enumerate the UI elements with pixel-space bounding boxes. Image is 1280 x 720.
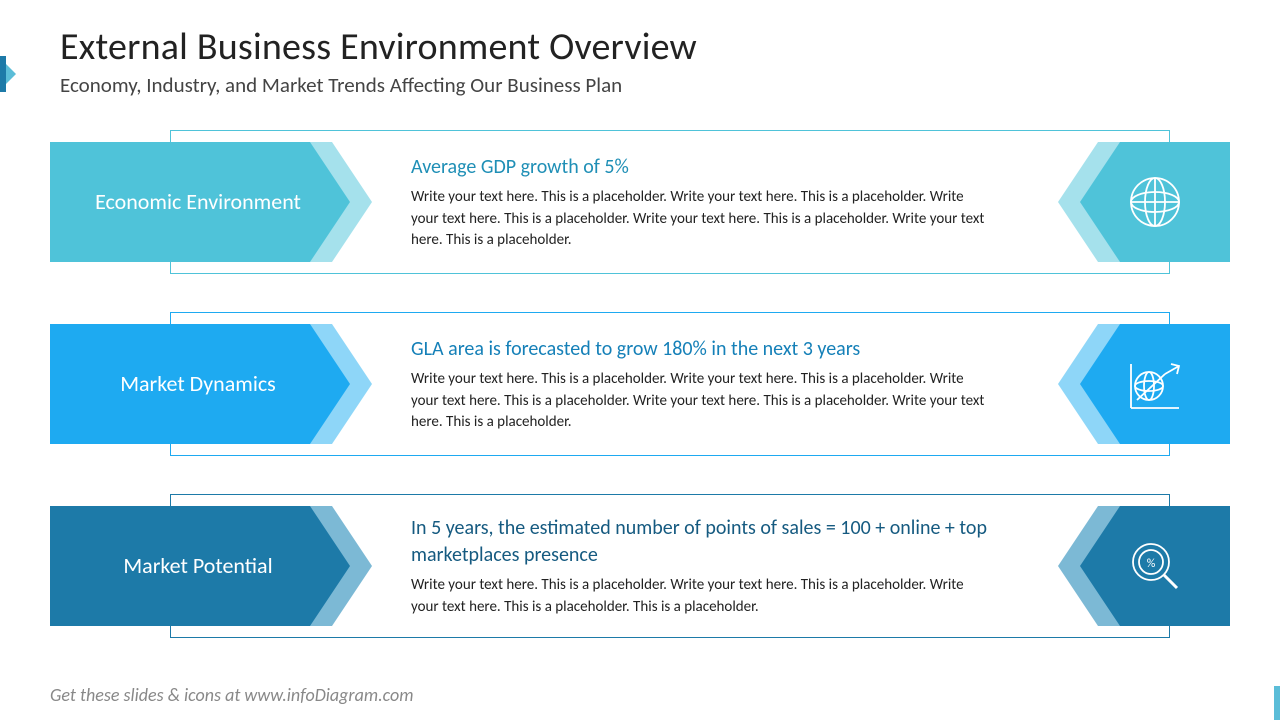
row-label: Market Potential: [88, 552, 308, 580]
row-economic: Average GDP growth of 5% Write your text…: [50, 122, 1230, 282]
row-headline: GLA area is forecasted to grow 180% in t…: [411, 336, 989, 363]
accent-bar-bottom-right: [1274, 686, 1280, 720]
row-market-dynamics: GLA area is forecasted to grow 180% in t…: [50, 304, 1230, 464]
label-banner: Market Potential: [50, 506, 350, 626]
icon-banner: [1080, 324, 1230, 444]
svg-text:%: %: [1147, 557, 1156, 571]
magnify-icon: %: [1123, 534, 1187, 598]
label-banner: Market Dynamics: [50, 324, 350, 444]
header: External Business Environment Overview E…: [0, 0, 1280, 98]
icon-banner: [1080, 142, 1230, 262]
rows-container: Average GDP growth of 5% Write your text…: [0, 122, 1280, 646]
row-headline: In 5 years, the estimated number of poin…: [411, 515, 989, 569]
row-headline: Average GDP growth of 5%: [411, 154, 989, 181]
footer-text: Get these slides & icons at www.infoDiag…: [50, 684, 413, 706]
row-body: Write your text here. This is a placehol…: [411, 369, 989, 434]
growth-icon: [1123, 352, 1187, 416]
row-body: Write your text here. This is a placehol…: [411, 187, 989, 252]
row-body: Write your text here. This is a placehol…: [411, 575, 989, 619]
accent-bar-left: [0, 56, 6, 92]
row-label: Economic Environment: [88, 188, 308, 216]
page-title: External Business Environment Overview: [60, 24, 1220, 70]
row-label: Market Dynamics: [88, 370, 308, 398]
globe-icon: [1123, 170, 1187, 234]
label-banner: Economic Environment: [50, 142, 350, 262]
page-subtitle: Economy, Industry, and Market Trends Aff…: [60, 72, 1220, 98]
row-market-potential: In 5 years, the estimated number of poin…: [50, 486, 1230, 646]
icon-banner: %: [1080, 506, 1230, 626]
